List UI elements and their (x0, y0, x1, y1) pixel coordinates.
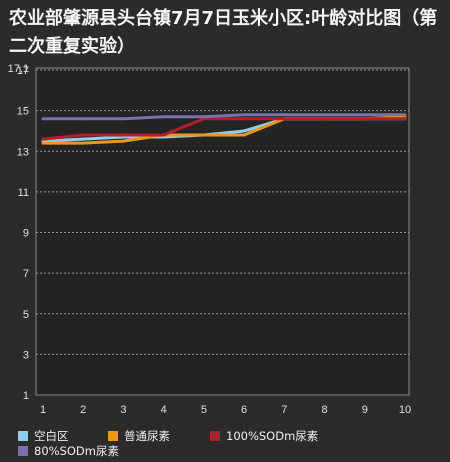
series-2-point (363, 117, 367, 121)
x-tick-label: 5 (201, 404, 207, 416)
y-tick-label: 17,1 (8, 63, 29, 75)
series-1-point (81, 141, 85, 145)
legend-swatch (18, 431, 28, 441)
series-3-point (81, 117, 85, 121)
series-line-3 (43, 113, 405, 121)
series-3-point (242, 113, 246, 117)
y-tick-label: 7 (23, 268, 29, 280)
legend-swatch (108, 431, 118, 441)
y-tick-label: 5 (23, 309, 29, 321)
series-2-point (403, 117, 407, 121)
series-3-point (403, 113, 407, 117)
series-3-point (121, 117, 125, 121)
series-1-point (242, 133, 246, 137)
x-tick-label: 4 (161, 404, 167, 416)
x-tick-label: 9 (362, 404, 368, 416)
series-2-point (242, 117, 246, 121)
x-tick-label: 2 (80, 404, 86, 416)
series-1-point (121, 139, 125, 143)
legend-item: 普通尿素 (108, 428, 170, 444)
series-line-2 (42, 117, 405, 141)
x-tick-label: 10 (399, 404, 411, 416)
legend-label: 普通尿素 (124, 429, 170, 443)
x-tick-label: 3 (120, 404, 126, 416)
legend-label: 100%SODm尿素 (226, 429, 319, 443)
series-3-point (162, 115, 166, 119)
legend-swatch (210, 431, 220, 441)
series-1-point (41, 141, 45, 145)
y-tick-label: 11 (18, 187, 29, 199)
y-tick-label: 15 (17, 106, 29, 118)
legend-item: 80%SODm尿素 (18, 443, 119, 459)
series-0-point (242, 129, 246, 133)
plot-area (35, 67, 410, 396)
series-3-point (363, 113, 367, 117)
series-2-point (81, 133, 85, 137)
y-tick-label: 9 (23, 228, 29, 240)
legend-swatch (18, 446, 28, 456)
x-tick-label: 7 (281, 404, 287, 416)
series-3-point (323, 113, 327, 117)
legend-label: 空白区 (34, 429, 69, 443)
series-2-point (121, 133, 125, 137)
series-2-point (323, 117, 327, 121)
x-tick-label: 6 (241, 404, 247, 416)
x-tick-label: 8 (321, 404, 327, 416)
series-2-point (282, 117, 286, 121)
x-tick-label: 1 (40, 404, 46, 416)
series-3-point (282, 113, 286, 117)
x-axis-ticks: 1 2 3 4 5 6 7 8 9 10 (40, 404, 411, 416)
series-2-point (41, 137, 45, 141)
series-lines (41, 113, 407, 145)
y-tick-label: 17 (17, 65, 29, 77)
y-tick-label: 3 (23, 349, 29, 361)
series-0-point (81, 137, 85, 141)
legend-item: 空白区 (18, 428, 69, 444)
legend-item: 100%SODm尿素 (210, 428, 318, 444)
series-2-point (162, 133, 166, 137)
series-3-point (202, 115, 206, 119)
y-tick-label: 13 (17, 146, 29, 158)
series-3-point (41, 117, 45, 121)
chart-title: 农业部肇源县头台镇7月7日玉米小区:叶龄对比图（第二次重复实验） (9, 8, 438, 57)
legend-label: 80%SODm尿素 (34, 444, 119, 458)
y-tick-label: 1 (23, 390, 29, 402)
series-1-point (202, 133, 206, 137)
